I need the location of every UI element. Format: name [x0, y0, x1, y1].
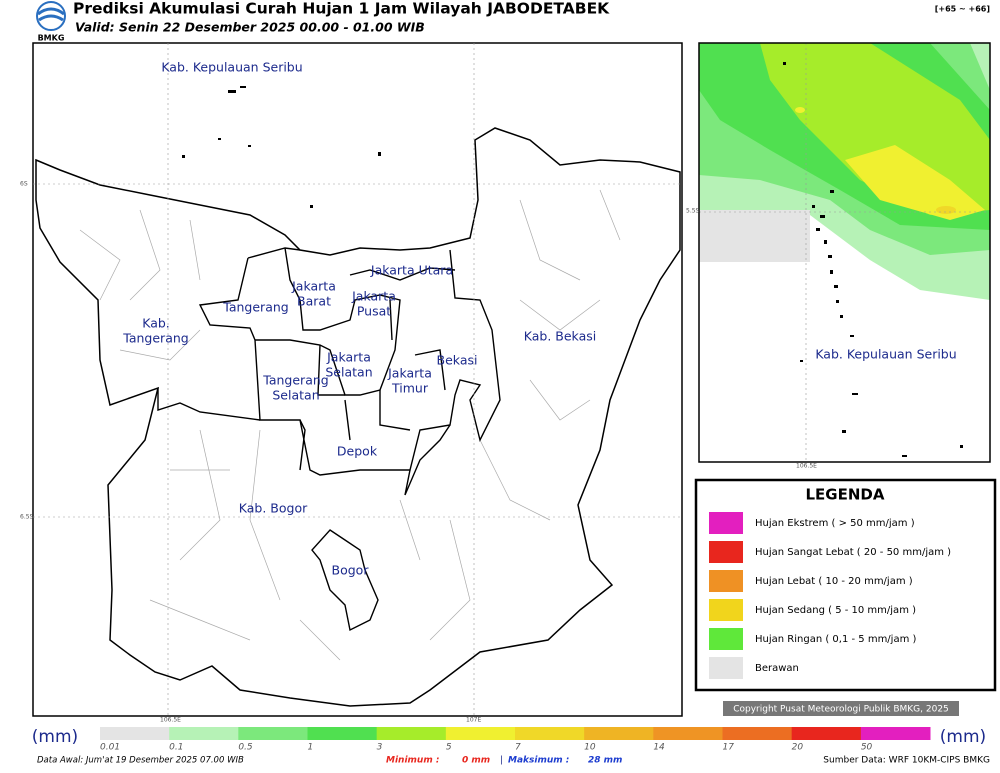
region-label: Jakarta Utara	[370, 263, 453, 278]
colorbar-label: 50	[861, 743, 873, 753]
legend-label: Hujan Lebat ( 10 - 20 mm/jam )	[755, 576, 913, 587]
colorbar-label: 17	[723, 743, 735, 753]
colorbar-segment	[238, 727, 308, 740]
region-label: Depok	[337, 444, 378, 459]
region-label: Kab. Bekasi	[524, 329, 596, 344]
title: Prediksi Akumulasi Curah Hujan 1 Jam Wil…	[73, 0, 610, 18]
legend-box	[694, 478, 997, 692]
legend-swatch	[709, 512, 743, 534]
colorbar-segment	[376, 727, 447, 740]
region-label: Jakarta	[291, 279, 336, 294]
region-label: Jakarta	[326, 350, 371, 365]
colorbar-segment	[445, 727, 516, 740]
region-label: Kab. Bogor	[239, 501, 308, 516]
region-label: Barat	[297, 294, 331, 309]
min-value: 0 mm	[462, 756, 490, 766]
axis-label: 106.5E	[796, 463, 817, 470]
region-label: Selatan	[272, 388, 319, 403]
colorbar-segment	[307, 727, 378, 740]
colorbar-label: 0.1	[169, 743, 183, 753]
main-map	[32, 42, 683, 717]
colorbar-segment	[584, 727, 654, 740]
valid: Valid: Senin 22 Desember 2025 00.00 - 01…	[75, 20, 425, 35]
legend-swatch	[709, 570, 743, 592]
tag: [+65 ~ +66]	[935, 5, 990, 14]
source: Sumber Data: WRF 10KM-CIPS BMKG	[823, 756, 990, 766]
legend-swatch	[709, 628, 743, 650]
legend-swatch	[709, 657, 743, 679]
colorbar-segment	[515, 727, 585, 740]
axis-label: 6S	[20, 181, 28, 188]
min-label: Minimum :	[386, 756, 439, 766]
region-label: Tangerang	[262, 373, 328, 388]
legend-label: Hujan Sedang ( 5 - 10 mm/jam )	[755, 605, 916, 616]
colorbar-segment	[791, 727, 862, 740]
region-label: Tangerang	[122, 331, 188, 346]
axis-label: 106.5E	[160, 717, 181, 724]
legend-swatch	[709, 541, 743, 563]
logo: BMKG	[36, 1, 66, 43]
axis-label: 5.5S	[686, 208, 700, 215]
colorbar-label: 3	[377, 743, 383, 753]
colorbar-segment	[653, 727, 723, 740]
colorbar-label: 10	[584, 743, 596, 753]
unit: (mm)	[32, 727, 78, 747]
axis-label: 6.5S	[20, 514, 34, 521]
region-label: Timur	[391, 381, 429, 396]
region-label: Pusat	[357, 304, 391, 319]
unit: (mm)	[940, 727, 986, 747]
legend-label: Berawan	[755, 663, 799, 674]
region-label: Jakarta	[387, 366, 432, 381]
legend-label: Hujan Ekstrem ( > 50 mm/jam )	[755, 518, 915, 529]
legend-swatch	[709, 599, 743, 621]
colorbar-label: 20	[792, 743, 804, 753]
region-label: Bekasi	[437, 353, 478, 368]
inset-label: Kab. Kepulauan Seribu	[815, 347, 956, 362]
region-label: Jakarta	[351, 289, 396, 304]
separator: |	[500, 756, 503, 766]
region-label: Kab.	[142, 316, 170, 331]
max-label: Maksimum :	[508, 756, 569, 766]
logo-text: BMKG	[38, 34, 65, 43]
colorbar-label: 14	[653, 743, 665, 753]
region-label: Bogor	[332, 563, 370, 578]
copyright: Copyright Pusat Meteorologi Publik BMKG,…	[733, 705, 949, 715]
inset-map: Kab. Kepulauan Seribu 5.5S 106.5E	[686, 42, 991, 470]
axis-label: 107E	[466, 717, 481, 724]
colorbar-segment	[169, 727, 239, 740]
legend-label: Hujan Sangat Lebat ( 20 - 50 mm/jam )	[755, 547, 951, 558]
region-label: Kab. Kepulauan Seribu	[161, 60, 302, 75]
colorbar-segment	[722, 727, 793, 740]
colorbar-label: 0.01	[100, 743, 120, 753]
colorbar-label: 1	[308, 743, 314, 753]
colorbar-label: 7	[515, 743, 521, 753]
region-label: Selatan	[325, 365, 372, 380]
max-value: 28 mm	[588, 756, 622, 766]
colorbar-segment	[100, 727, 170, 740]
colorbar-label: 5	[446, 743, 452, 753]
legend-label: Hujan Ringan ( 0,1 - 5 mm/jam )	[755, 634, 917, 645]
colorbar-label: 0.5	[238, 743, 253, 753]
legend-title: LEGENDA	[806, 486, 885, 504]
region-label: Tangerang	[222, 300, 288, 315]
data-awal: Data Awal: Jum'at 19 Desember 2025 07.00…	[37, 756, 244, 766]
copyright-box	[723, 701, 959, 716]
colorbar-segment	[860, 727, 931, 740]
